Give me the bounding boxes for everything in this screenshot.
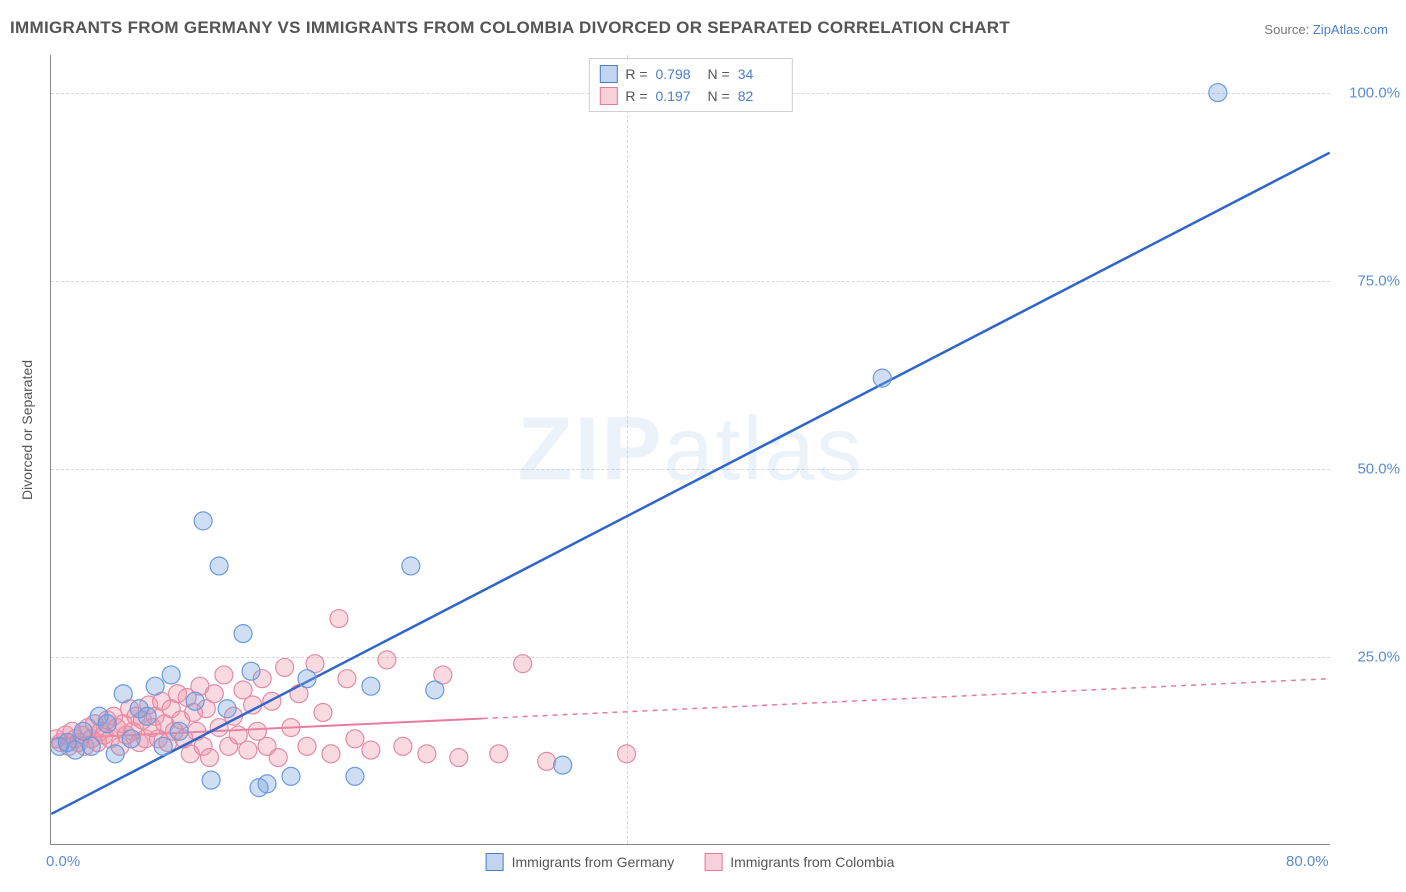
chart-area: ZIPatlas R = 0.798 N = 34 R = 0.197 N = … <box>50 55 1330 845</box>
y-tick-label: 25.0% <box>1340 648 1400 665</box>
legend-series: Immigrants from Germany Immigrants from … <box>486 853 895 871</box>
swatch-germany-icon <box>486 853 504 871</box>
source-label: Source: <box>1264 22 1309 37</box>
swatch-colombia-icon <box>704 853 722 871</box>
swatch-colombia-icon <box>599 87 617 105</box>
r-value-0: 0.798 <box>656 66 700 82</box>
n-label-1: N = <box>708 88 730 104</box>
chart-container: IMMIGRANTS FROM GERMANY VS IMMIGRANTS FR… <box>0 0 1406 892</box>
y-tick-label: 50.0% <box>1340 460 1400 477</box>
r-value-1: 0.197 <box>656 88 700 104</box>
n-value-0: 34 <box>738 66 782 82</box>
swatch-germany-icon <box>599 65 617 83</box>
source-attribution: Source: ZipAtlas.com <box>1264 22 1388 37</box>
legend-stats: R = 0.798 N = 34 R = 0.197 N = 82 <box>588 58 792 112</box>
plot-svg <box>51 55 1330 844</box>
legend-label-germany: Immigrants from Germany <box>512 854 675 870</box>
n-label-0: N = <box>708 66 730 82</box>
x-tick-label: 80.0% <box>1286 853 1329 870</box>
chart-title: IMMIGRANTS FROM GERMANY VS IMMIGRANTS FR… <box>10 18 1010 38</box>
x-tick-label: 0.0% <box>46 853 80 870</box>
plot-region: ZIPatlas R = 0.798 N = 34 R = 0.197 N = … <box>50 55 1330 845</box>
legend-stats-row-1: R = 0.197 N = 82 <box>599 85 781 107</box>
n-value-1: 82 <box>738 88 782 104</box>
legend-label-colombia: Immigrants from Colombia <box>730 854 894 870</box>
source-link[interactable]: ZipAtlas.com <box>1313 22 1388 37</box>
legend-item-germany[interactable]: Immigrants from Germany <box>486 853 675 871</box>
r-label-1: R = <box>625 88 647 104</box>
r-label-0: R = <box>625 66 647 82</box>
y-axis-label: Divorced or Separated <box>19 360 35 500</box>
legend-stats-row-0: R = 0.798 N = 34 <box>599 63 781 85</box>
y-tick-label: 100.0% <box>1340 84 1400 101</box>
legend-item-colombia[interactable]: Immigrants from Colombia <box>704 853 894 871</box>
y-tick-label: 75.0% <box>1340 272 1400 289</box>
